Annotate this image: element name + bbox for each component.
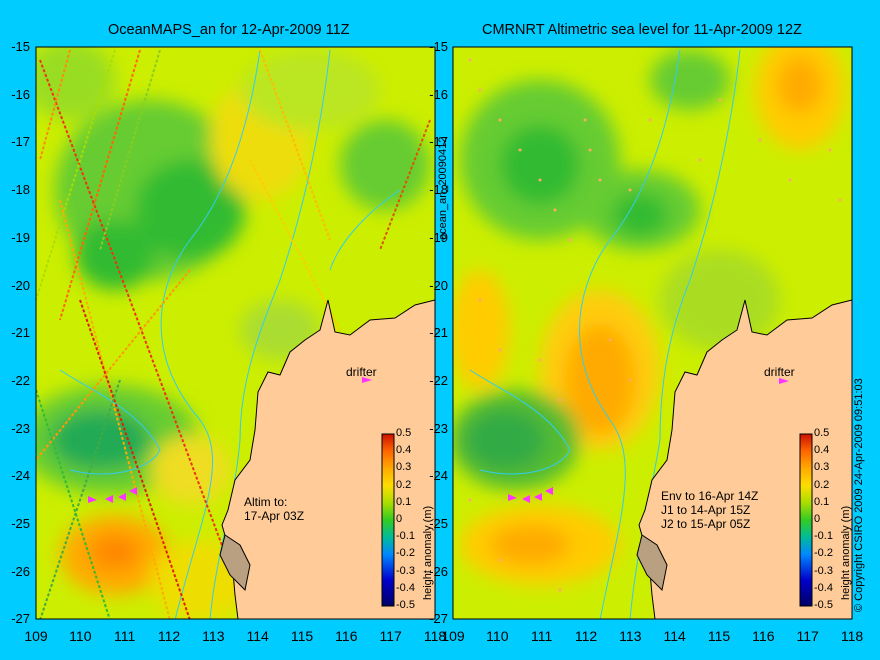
right-altimeter-points (468, 58, 842, 592)
y-tick-label: -15 (429, 39, 448, 54)
y-tick-label: -17 (429, 134, 448, 150)
right-colorbar-title: height anomaly (m) (840, 505, 852, 600)
left-map (36, 47, 435, 619)
x-tick-label: 112 (157, 628, 181, 644)
x-tick-label: 115 (707, 628, 731, 644)
left-drifter-arrows (88, 377, 372, 503)
x-tick-label: 113 (619, 628, 642, 644)
x-tick-label: 109 (441, 628, 465, 644)
right-map (453, 47, 852, 619)
colorbar-tick-label: -0.1 (396, 530, 415, 543)
colorbar-tick-label: -0.2 (396, 547, 415, 560)
run-id-label: ocean_an_20090412 (437, 136, 449, 240)
y-tick-label: -25 (11, 516, 30, 531)
colorbar-tick-label: -0.3 (814, 564, 833, 577)
y-tick-label: -26 (11, 563, 30, 579)
colorbar-tick-label: 0.2 (396, 478, 412, 491)
colorbar-tick-label: -0.3 (396, 564, 415, 577)
colorbar-tick-label: -0.4 (814, 581, 833, 594)
x-tick-label: 109 (24, 628, 48, 644)
colorbar-tick-label: 0.4 (396, 444, 412, 457)
y-tick-label: -17 (11, 134, 30, 150)
x-tick-label: 116 (335, 628, 358, 644)
y-tick-label: -25 (429, 516, 448, 531)
right-panel-title: CMRNRT Altimetric sea level for 11-Apr-2… (482, 22, 802, 38)
colorbar-tick-label: 0 (814, 513, 821, 525)
y-tick-label: -22 (429, 372, 448, 388)
x-tick-label: 115 (290, 628, 314, 644)
y-tick-label: -21 (11, 325, 30, 341)
x-tick-label: 114 (663, 628, 686, 644)
right-drifter-arrows (508, 378, 789, 503)
left-drifter-label: drifter (346, 365, 377, 379)
colorbar-tick-label: 0.5 (396, 427, 412, 439)
x-tick-label: 110 (69, 628, 92, 644)
right-drifter-label: drifter (764, 365, 795, 379)
colorbar-tick-label: 0.5 (814, 427, 830, 439)
x-tick-label: 118 (423, 628, 447, 644)
y-tick-label: -19 (11, 229, 30, 245)
right-bay (636, 534, 668, 592)
colorbar-tick-label: 0.1 (814, 495, 830, 508)
copyright-label: © Copyright CSIRO 2009 24-Apr-2009 09:51… (853, 378, 865, 612)
colorbar-tick-label: 0 (396, 513, 403, 525)
colorbar-tick-label: 0.1 (396, 495, 412, 508)
colorbar-tick-label: -0.4 (396, 581, 415, 594)
left-annotation: Altim to: 17-Apr 03Z (244, 495, 305, 523)
y-tick-label: -20 (11, 277, 30, 293)
left-colorbar-title: height anomaly (m) (422, 505, 434, 600)
x-tick-label: 112 (574, 628, 598, 644)
y-tick-label: -16 (429, 86, 448, 102)
y-tick-label: -19 (429, 229, 448, 245)
right-map-frame (452, 46, 853, 620)
x-tick-label: 118 (840, 628, 864, 644)
x-tick-label: 117 (379, 628, 402, 644)
y-tick-label: -15 (11, 39, 30, 54)
y-tick-label: -26 (429, 563, 448, 579)
x-tick-label: 116 (752, 628, 775, 644)
left-altimeter-tracks (36, 49, 431, 619)
left-panel-title: OceanMAPS_an for 12-Apr-2009 11Z (108, 22, 350, 38)
x-tick-label: 113 (202, 628, 225, 644)
y-tick-label: -18 (11, 182, 30, 198)
x-tick-label: 117 (796, 628, 819, 644)
left-map-frame (35, 46, 436, 620)
y-tick-label: -20 (429, 277, 448, 293)
left-colorbar (381, 433, 395, 607)
x-tick-label: 111 (114, 628, 136, 644)
x-tick-label: 114 (246, 628, 269, 644)
colorbar-tick-label: -0.5 (396, 599, 415, 611)
colorbar-tick-label: 0.2 (814, 478, 830, 491)
y-tick-label: -16 (11, 86, 30, 102)
x-tick-label: 110 (486, 628, 509, 644)
y-tick-label: -24 (11, 468, 30, 484)
y-tick-label: -23 (11, 420, 30, 436)
x-tick-label: 111 (531, 628, 553, 644)
left-bay (219, 534, 251, 592)
colorbar-tick-label: -0.1 (814, 530, 833, 543)
y-tick-label: -27 (429, 611, 448, 627)
right-annotation: Env to 16-Apr 14Z J1 to 14-Apr 15Z J2 to… (661, 489, 759, 531)
colorbar-tick-label: -0.5 (814, 599, 833, 611)
colorbar-tick-label: 0.4 (814, 444, 830, 457)
right-colorbar (799, 433, 813, 607)
y-tick-label: -21 (429, 325, 448, 341)
colorbar-tick-label: -0.2 (814, 547, 833, 560)
colorbar-tick-label: 0.3 (396, 461, 412, 474)
y-tick-label: -22 (11, 372, 30, 388)
y-tick-label: -18 (429, 182, 448, 198)
right-anomaly-field (453, 47, 845, 585)
y-tick-label: -24 (429, 468, 448, 484)
y-tick-label: -27 (11, 611, 30, 627)
colorbar-tick-label: 0.3 (814, 461, 830, 474)
y-tick-label: -23 (429, 420, 448, 436)
